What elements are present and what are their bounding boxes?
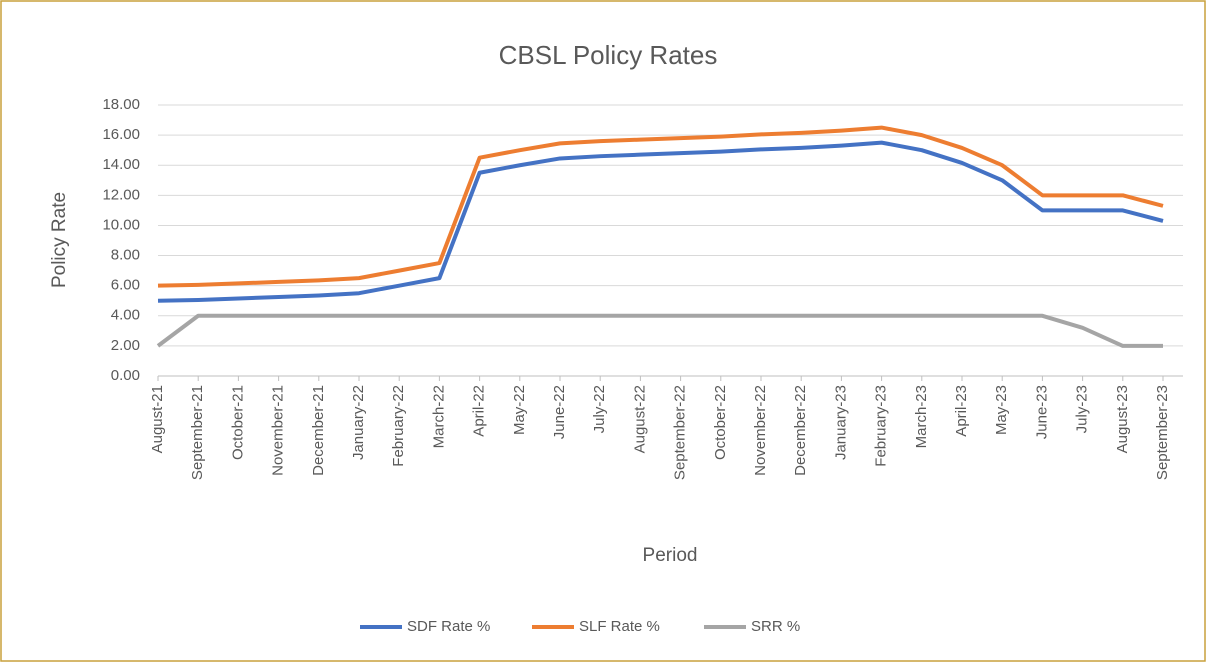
series-line <box>157 125 1164 288</box>
x-tick-label: October-21 <box>229 385 246 460</box>
legend-label: SLF Rate % <box>579 618 660 635</box>
x-tick-label: July-22 <box>591 385 608 433</box>
x-tick-label: March-23 <box>913 385 930 448</box>
legend-label: SDF Rate % <box>407 618 490 635</box>
x-tick-label: August-21 <box>149 385 166 453</box>
x-tick-label: November-21 <box>270 385 287 476</box>
x-tick-label: May-23 <box>993 385 1010 435</box>
y-tick-label: 18.00 <box>102 96 140 113</box>
y-tick-label: 14.00 <box>102 156 140 173</box>
legend-label: SRR % <box>751 618 800 635</box>
y-tick-label: 2.00 <box>111 337 140 354</box>
x-tick-label: December-21 <box>310 385 327 476</box>
x-tick-label: September-23 <box>1154 385 1171 480</box>
y-tick-label: 6.00 <box>111 277 140 294</box>
chart-title: CBSL Policy Rates <box>499 40 718 70</box>
x-tick-label: January-22 <box>350 385 367 460</box>
x-tick-label: June-23 <box>1033 385 1050 439</box>
y-tick-label: 8.00 <box>111 247 140 264</box>
y-axis-title: Policy Rate <box>49 192 70 288</box>
series-line <box>156 313 1163 348</box>
y-tick-label: 12.00 <box>102 186 140 203</box>
x-tick-label: March-22 <box>430 385 447 448</box>
x-tick-label: October-22 <box>712 385 729 460</box>
y-tick-label: 4.00 <box>111 307 140 324</box>
y-tick-label: 10.00 <box>102 216 140 233</box>
x-tick-label: November-22 <box>752 385 769 476</box>
x-tick-label: February-23 <box>873 385 890 467</box>
x-tick-label: April-23 <box>953 385 970 437</box>
x-tick-label: August-22 <box>631 385 648 453</box>
x-tick-label: May-22 <box>511 385 528 435</box>
x-tick-label: April-22 <box>471 385 488 437</box>
x-tick-label: September-21 <box>189 385 206 480</box>
x-tick-label: February-22 <box>390 385 407 467</box>
x-tick-label: December-22 <box>792 385 809 476</box>
y-tick-label: 0.00 <box>111 367 140 384</box>
x-tick-label: June-22 <box>551 385 568 439</box>
x-axis-title: Period <box>643 545 698 566</box>
x-tick-label: September-22 <box>672 385 689 480</box>
x-tick-label: August-23 <box>1114 385 1131 453</box>
y-tick-label: 16.00 <box>102 126 140 143</box>
x-tick-label: July-23 <box>1074 385 1091 433</box>
x-tick-label: January-23 <box>832 385 849 460</box>
series-line <box>157 140 1164 303</box>
